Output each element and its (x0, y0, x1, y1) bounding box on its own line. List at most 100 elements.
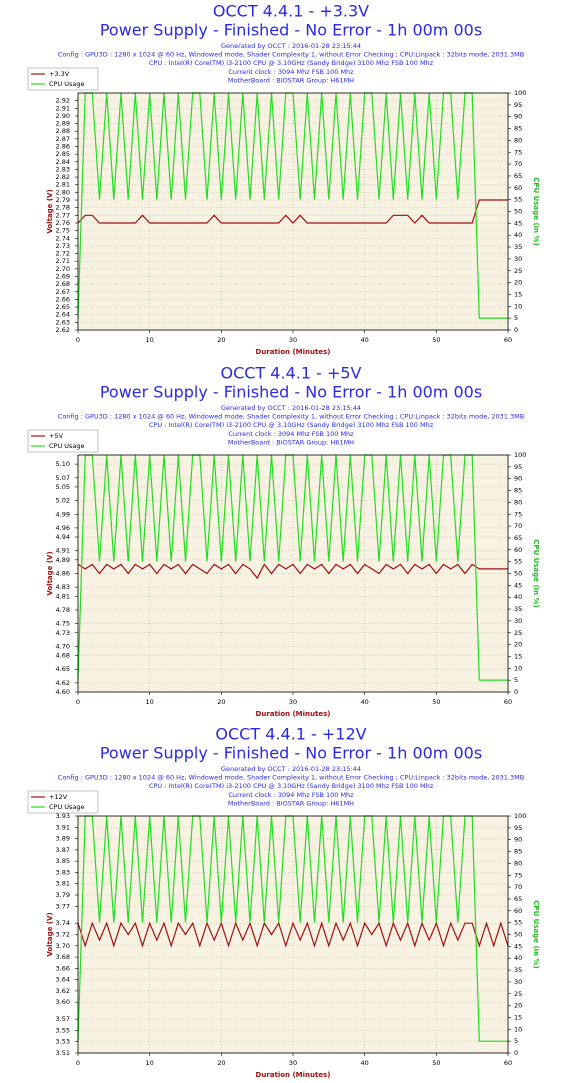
y2-tick-label: 95 (514, 101, 522, 109)
x-tick-label: 60 (504, 1059, 512, 1067)
y2-tick-label: 15 (514, 1013, 522, 1021)
y-tick-label: 3.85 (56, 857, 70, 865)
y2-tick-label: 15 (514, 290, 522, 298)
y2-tick-label: 40 (514, 231, 522, 239)
y-tick-label: 2.78 (56, 204, 70, 212)
y2-tick-label: 85 (514, 487, 522, 495)
legend-box (27, 429, 99, 453)
plot-frame (77, 454, 509, 693)
y-tick-label: 4.78 (56, 606, 70, 614)
y2-tick-label: 20 (514, 279, 522, 287)
y-tick-label: 2.66 (56, 295, 70, 303)
y-tick-label: 4.81 (56, 592, 70, 600)
info-line: CPU : Intel(R) Core(TM) i3-2100 CPU @ 3.… (149, 782, 434, 790)
series-line (77, 921, 509, 948)
y2-tick-label: 80 (514, 498, 522, 506)
x-axis-title: Duration (Minutes) (256, 348, 331, 356)
y2-tick-label: 75 (514, 510, 522, 518)
y-tick-label: 2.80 (56, 188, 70, 196)
chart-subtitle: Power Supply - Finished - No Error - 1h … (100, 383, 482, 402)
y-tick-label: 4.73 (56, 629, 70, 637)
y2-tick-label: 5 (514, 676, 518, 684)
y2-tick-label: 40 (514, 954, 522, 962)
y2-tick-label: 10 (514, 1025, 522, 1033)
y-tick-label: 2.75 (56, 227, 70, 235)
info-line: Config : GPU3D : 1280 x 1024 @ 60 Hz, Wi… (58, 413, 524, 421)
y-tick-label: 5.05 (56, 483, 70, 491)
x-tick-label: 30 (289, 698, 297, 706)
y2-tick-label: 70 (514, 883, 522, 891)
y2-tick-label: 30 (514, 978, 522, 986)
y-tick-label: 2.62 (56, 326, 70, 334)
y2-tick-label: 75 (514, 148, 522, 156)
y-tick-label: 2.89 (56, 120, 70, 128)
y-tick-label: 5.10 (56, 460, 70, 468)
y-tick-label: 4.99 (56, 510, 70, 518)
y-tick-label: 3.70 (56, 942, 70, 950)
x-tick-label: 0 (76, 336, 80, 344)
y2-tick-label: 35 (514, 605, 522, 613)
y2-tick-label: 10 (514, 302, 522, 310)
y-tick-label: 2.92 (56, 97, 70, 105)
x-tick-label: 0 (76, 698, 80, 706)
y2-tick-label: 15 (514, 652, 522, 660)
y2-tick-label: 60 (514, 546, 522, 554)
y-tick-label: 2.74 (56, 234, 70, 242)
info-line: Generated by OCCT : 2016-01-28 23:15:44 (221, 42, 361, 50)
y2-tick-label: 100 (514, 451, 526, 459)
y-tick-label: 3.53 (56, 1038, 70, 1046)
y2-tick-label: 95 (514, 824, 522, 832)
x-tick-label: 50 (432, 336, 440, 344)
y2-tick-label: 45 (514, 942, 522, 950)
y2-tick-label: 80 (514, 136, 522, 144)
y-tick-label: 3.91 (56, 823, 70, 831)
y2-tick-label: 10 (514, 664, 522, 672)
x-tick-label: 40 (361, 336, 369, 344)
y2-tick-label: 0 (514, 1049, 518, 1057)
y-tick-label: 4.75 (56, 620, 70, 628)
y-tick-label: 2.79 (56, 196, 70, 204)
y-tick-label: 3.83 (56, 868, 70, 876)
x-tick-label: 60 (504, 698, 512, 706)
y2-tick-label: 55 (514, 196, 522, 204)
y2-tick-label: 5 (514, 314, 518, 322)
y-tick-label: 3.72 (56, 931, 70, 939)
y-tick-label: 2.67 (56, 288, 70, 296)
y-tick-label: 2.81 (56, 181, 70, 189)
y2-tick-label: 35 (514, 966, 522, 974)
y2-tick-label: 25 (514, 267, 522, 275)
y2-tick-label: 90 (514, 836, 522, 844)
y-tick-label: 4.83 (56, 583, 70, 591)
series-line (77, 199, 508, 224)
y2-tick-label: 90 (514, 113, 522, 121)
info-line: Config : GPU3D : 1280 x 1024 @ 60 Hz, Wi… (58, 51, 524, 59)
y-tick-label: 3.60 (56, 998, 70, 1006)
y2-tick-label: 50 (514, 208, 522, 216)
y-tick-label: 4.70 (56, 642, 70, 650)
y2-tick-label: 25 (514, 629, 522, 637)
x-tick-label: 20 (217, 1059, 225, 1067)
legend-label: +5V (49, 432, 64, 440)
y-tick-label: 2.72 (56, 250, 70, 258)
x-tick-label: 10 (146, 698, 154, 706)
y2-tick-label: 90 (514, 475, 522, 483)
y2-tick-label: 0 (514, 326, 518, 334)
y-tick-label: 2.84 (56, 158, 70, 166)
y2-tick-label: 55 (514, 558, 522, 566)
y2-tick-label: 70 (514, 522, 522, 530)
y-tick-label: 4.91 (56, 547, 70, 555)
y-tick-label: 3.77 (56, 902, 70, 910)
y2-tick-label: 65 (514, 534, 522, 542)
chart-subtitle: Power Supply - Finished - No Error - 1h … (100, 21, 482, 40)
legend-label: CPU Usage (49, 442, 85, 450)
info-line: Current clock : 3094 Mhz FSB 100 Mhz (228, 430, 354, 438)
y-tick-label: 2.63 (56, 318, 70, 326)
x-axis-title: Duration (Minutes) (256, 710, 331, 718)
y2-tick-label: 85 (514, 848, 522, 856)
y2-tick-label: 5 (514, 1037, 518, 1045)
y-tick-label: 3.64 (56, 976, 70, 984)
y-tick-label: 2.91 (56, 104, 70, 112)
y2-tick-label: 20 (514, 641, 522, 649)
y-tick-label: 4.60 (56, 688, 70, 696)
